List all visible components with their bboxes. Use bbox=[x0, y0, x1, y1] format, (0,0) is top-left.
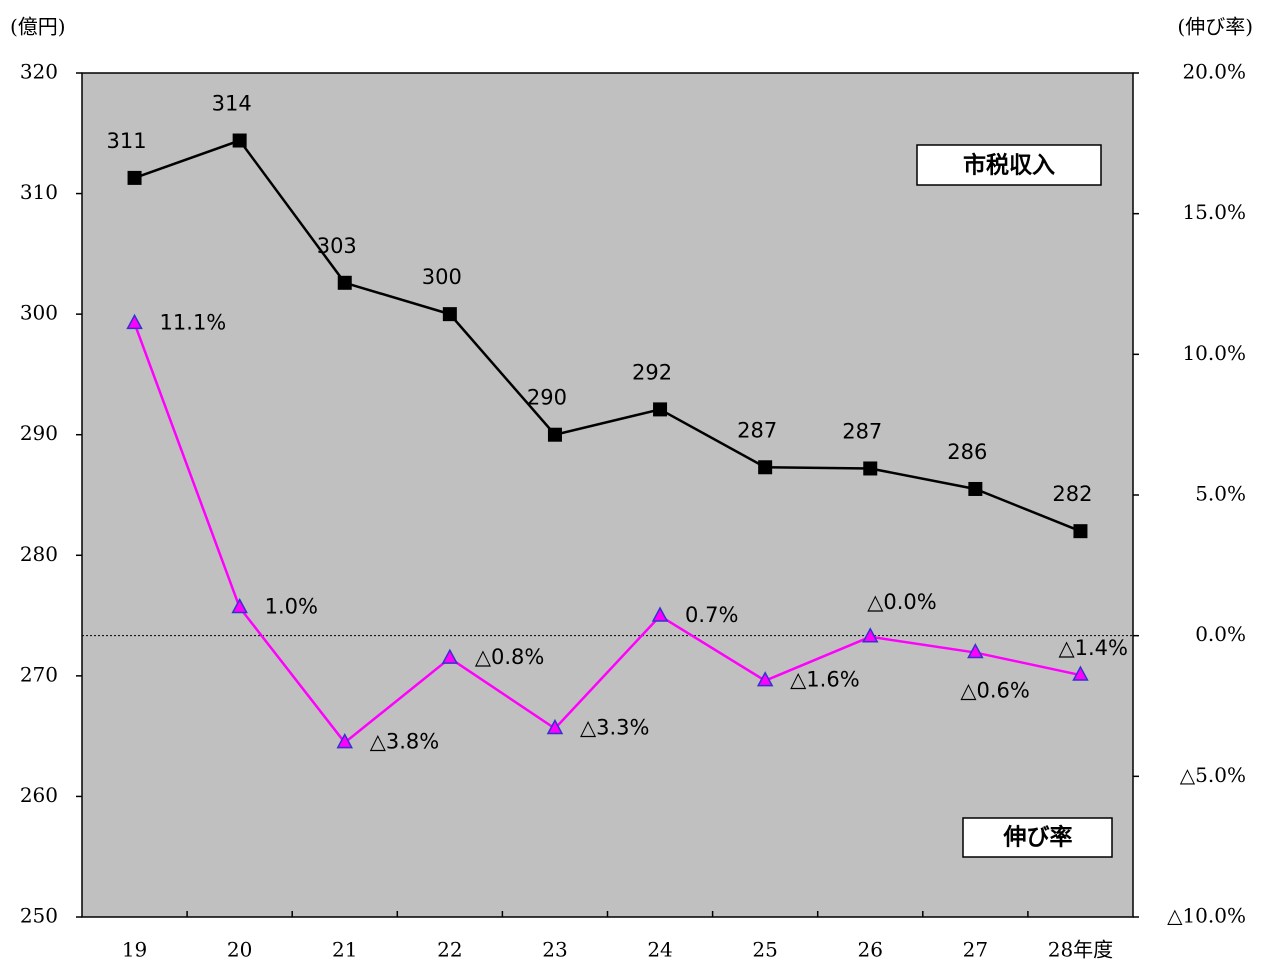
marker bbox=[546, 718, 564, 735]
data-label: 11.1% bbox=[160, 310, 227, 334]
data-label: 287 bbox=[737, 418, 777, 442]
y-tick-label: 250 bbox=[20, 904, 58, 928]
data-label: △0.8% bbox=[475, 645, 545, 669]
y2-unit-label: (伸び率) bbox=[1177, 15, 1253, 39]
x-tick-label: 25 bbox=[752, 938, 777, 962]
x-tick-label: 21 bbox=[332, 938, 357, 962]
marker bbox=[758, 460, 773, 475]
data-label: △1.4% bbox=[1058, 636, 1128, 660]
y-unit-label: (億円) bbox=[10, 15, 66, 39]
data-label: △0.6% bbox=[960, 679, 1030, 703]
series-line bbox=[133, 322, 1081, 745]
marker bbox=[127, 170, 142, 185]
x-tick-label: 19 bbox=[122, 938, 147, 962]
data-label: 1.0% bbox=[265, 595, 318, 619]
y-tick-label: 270 bbox=[20, 662, 58, 686]
data-label: △3.8% bbox=[370, 730, 440, 754]
x-tick-label: 20 bbox=[227, 938, 252, 962]
y2-tick-label: 10.0% bbox=[1182, 341, 1246, 365]
marker bbox=[861, 627, 879, 643]
data-label: 314 bbox=[212, 92, 252, 116]
plot-area bbox=[81, 72, 1134, 918]
y2-tick-label: 5.0% bbox=[1195, 482, 1246, 506]
y2-tick-label: △10.0% bbox=[1167, 904, 1246, 928]
data-label: 311 bbox=[107, 129, 147, 153]
x-tick-label: 24 bbox=[647, 938, 672, 962]
data-label: 290 bbox=[527, 386, 567, 410]
x-tick-label: 23 bbox=[542, 938, 567, 962]
y-tick-label: 320 bbox=[20, 60, 58, 84]
data-label: △3.3% bbox=[580, 716, 650, 740]
legend-label: 伸び率 bbox=[1003, 824, 1073, 851]
y2-tick-label: 20.0% bbox=[1182, 60, 1246, 84]
y2-tick-label: 0.0% bbox=[1195, 622, 1246, 646]
x-tick-label: 26 bbox=[858, 938, 883, 962]
data-label: △1.6% bbox=[790, 668, 860, 692]
data-label: 300 bbox=[422, 265, 462, 289]
legend-box bbox=[916, 144, 1102, 186]
legend-label: 市税収入 bbox=[963, 152, 1055, 179]
marker bbox=[337, 275, 352, 290]
x-tick-label: 28年度 bbox=[1048, 938, 1113, 962]
y2-tick-label: 15.0% bbox=[1182, 200, 1246, 224]
y-tick-label: 310 bbox=[20, 180, 58, 204]
marker bbox=[653, 402, 668, 417]
x-tick-label: 27 bbox=[963, 938, 988, 962]
data-label: 0.7% bbox=[685, 603, 738, 627]
series-line bbox=[134, 139, 1081, 533]
data-label: 292 bbox=[632, 360, 672, 384]
y2-tick-label: △5.0% bbox=[1180, 763, 1246, 787]
y-tick-label: 300 bbox=[20, 301, 58, 325]
marker bbox=[863, 461, 878, 476]
marker bbox=[442, 307, 457, 322]
data-label: △0.0% bbox=[867, 590, 937, 614]
x-tick-label: 22 bbox=[437, 938, 462, 962]
marker bbox=[336, 732, 354, 749]
marker bbox=[1072, 665, 1089, 681]
data-label: 282 bbox=[1052, 482, 1092, 506]
y-tick-label: 260 bbox=[20, 783, 58, 807]
marker bbox=[756, 671, 774, 687]
marker bbox=[547, 427, 562, 442]
marker bbox=[1073, 524, 1088, 539]
data-label: 286 bbox=[947, 440, 987, 464]
marker bbox=[441, 648, 459, 664]
legend-box bbox=[962, 817, 1113, 858]
data-label: 287 bbox=[842, 419, 882, 443]
marker bbox=[231, 597, 248, 614]
marker bbox=[232, 133, 247, 148]
data-label: 303 bbox=[317, 234, 357, 258]
marker bbox=[967, 642, 984, 659]
marker bbox=[126, 313, 143, 330]
y-tick-label: 290 bbox=[20, 421, 58, 445]
y-tick-label: 280 bbox=[20, 542, 58, 566]
marker bbox=[651, 606, 669, 622]
marker bbox=[968, 481, 983, 496]
